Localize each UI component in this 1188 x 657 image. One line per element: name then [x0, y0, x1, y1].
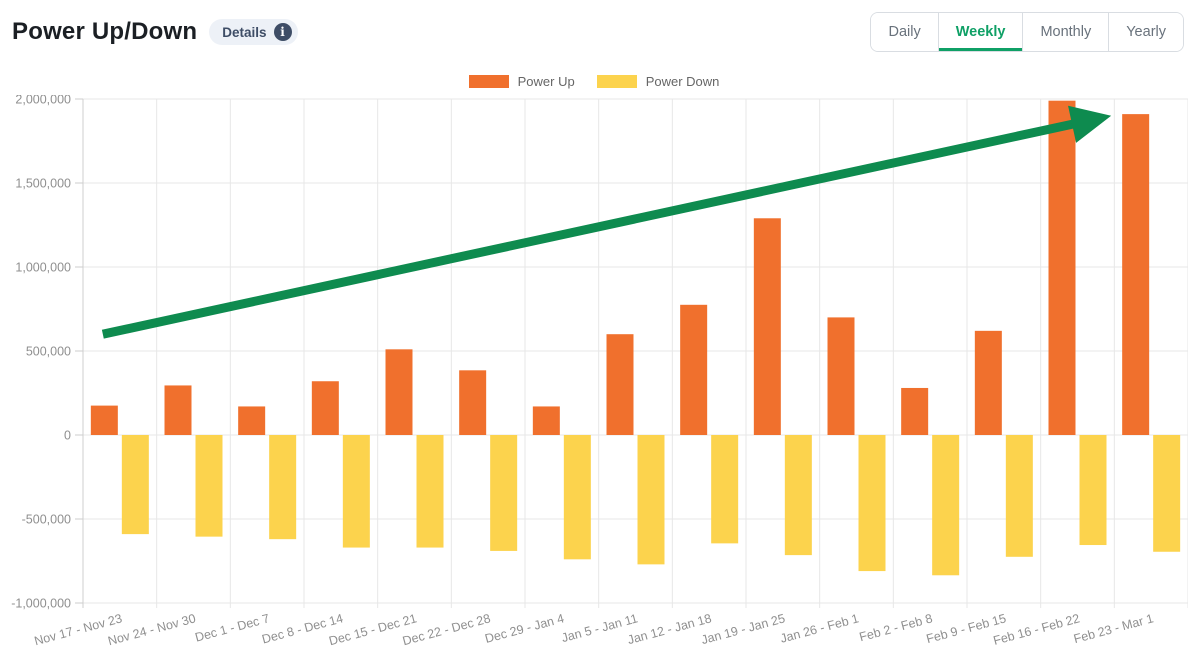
tab-weekly[interactable]: Weekly — [938, 13, 1024, 51]
y-tick-label: 500,000 — [26, 345, 71, 359]
bar-power-down[interactable] — [711, 435, 739, 544]
bar-power-up[interactable] — [164, 385, 192, 435]
chart-legend: Power Up Power Down — [0, 74, 1188, 89]
bar-power-up[interactable] — [311, 381, 339, 435]
power-chart: 2,000,000 1,500,000 1,000,000 500,000 0 -500,… — [11, 95, 1188, 648]
x-tick-label: Dec 29 - Jan 4 — [483, 611, 565, 646]
bar-power-down[interactable] — [195, 435, 223, 537]
y-tick-label: 1,500,000 — [15, 177, 71, 191]
bar-power-up[interactable] — [606, 334, 634, 435]
y-tick-label: 1,000,000 — [15, 261, 71, 275]
bar-power-down[interactable] — [416, 435, 444, 548]
y-tick-label: -500,000 — [22, 513, 71, 527]
bar-power-down[interactable] — [858, 435, 886, 572]
x-tick-label: Feb 2 - Feb 8 — [858, 611, 934, 644]
legend-label: Power Down — [645, 74, 720, 89]
bar-power-down[interactable] — [342, 435, 370, 548]
y-tick-label: 0 — [64, 429, 71, 443]
x-tick-label: Jan 26 - Feb 1 — [779, 611, 861, 645]
bar-power-up[interactable] — [901, 387, 929, 435]
bar-power-down[interactable] — [1079, 435, 1107, 546]
bar-power-down[interactable] — [563, 435, 591, 560]
tab-yearly[interactable]: Yearly — [1109, 13, 1183, 51]
bar-power-up[interactable] — [238, 406, 266, 435]
x-tick-label: Jan 19 - Jan 25 — [700, 611, 787, 647]
period-tab-group: Daily Weekly Monthly Yearly — [870, 12, 1184, 52]
bar-power-down[interactable] — [1153, 435, 1181, 552]
bar-power-down[interactable] — [637, 435, 665, 565]
legend-label: Power Up — [517, 74, 575, 89]
info-icon: i — [273, 23, 292, 41]
trend-arrow-line — [101, 118, 1079, 339]
bar-power-down[interactable] — [269, 435, 297, 540]
x-tick-label: Dec 1 - Dec 7 — [194, 611, 271, 644]
tab-monthly[interactable]: Monthly — [1023, 13, 1110, 51]
bar-power-up[interactable] — [753, 218, 781, 435]
x-tick-label: Feb 23 - Mar 1 — [1072, 611, 1155, 646]
legend-swatch — [596, 75, 637, 88]
bar-power-up[interactable] — [1122, 114, 1150, 436]
bar-power-down[interactable] — [784, 435, 812, 556]
details-button-label: Details — [222, 24, 267, 40]
bar-power-down[interactable] — [490, 435, 518, 551]
y-tick-label: -1,000,000 — [11, 597, 71, 611]
y-tick-label: 2,000,000 — [15, 95, 71, 107]
bar-power-up[interactable] — [385, 349, 413, 435]
bar-power-up[interactable] — [532, 406, 560, 435]
trend-arrow-head — [1068, 105, 1112, 143]
details-button[interactable]: Details i — [209, 19, 298, 45]
bar-power-up[interactable] — [90, 405, 118, 435]
bar-power-up[interactable] — [1048, 100, 1076, 436]
bar-power-up[interactable] — [459, 370, 487, 435]
bar-power-up[interactable] — [680, 304, 708, 435]
bar-power-down[interactable] — [1005, 435, 1033, 557]
bar-power-up[interactable] — [827, 317, 855, 435]
widget-header: Power Up/Down Details i Daily Weekly Month… — [0, 0, 1188, 52]
x-tick-label: Jan 12 - Jan 18 — [626, 611, 713, 647]
bar-power-up[interactable] — [974, 330, 1002, 435]
legend-item-power-up[interactable]: Power Up — [468, 74, 575, 89]
bar-power-down[interactable] — [932, 435, 960, 576]
page-title: Power Up/Down — [12, 18, 198, 45]
legend-item-power-down[interactable]: Power Down — [596, 74, 720, 89]
tab-daily[interactable]: Daily — [871, 13, 939, 51]
bar-power-down[interactable] — [121, 435, 149, 535]
legend-swatch — [468, 75, 509, 88]
